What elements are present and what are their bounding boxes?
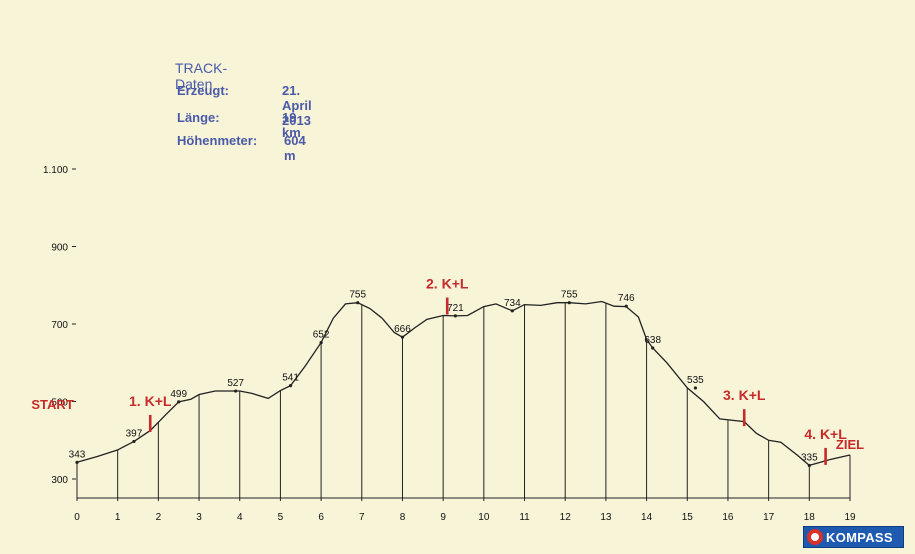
elevation-point-label: 335 <box>801 452 818 463</box>
x-tick-label: 3 <box>196 512 202 523</box>
checkpoint-marker <box>148 414 152 432</box>
elevation-point-label: 535 <box>687 375 704 386</box>
x-tick-label: 1 <box>115 512 121 523</box>
info-label-created: Erzeugt: <box>177 83 229 98</box>
elevation-point <box>132 439 136 444</box>
logo-text: KOMPASS <box>826 529 893 545</box>
elevation-point-label: 721 <box>447 303 464 314</box>
elevation-point <box>651 346 655 350</box>
checkpoint-label: 2. K+L <box>426 276 469 292</box>
elevation-point-label: 343 <box>69 449 86 460</box>
checkpoint-marker <box>742 409 746 427</box>
x-tick-label: 6 <box>318 512 324 523</box>
elevation-point <box>453 314 457 318</box>
y-tick-label: 1.100 <box>43 165 68 176</box>
x-tick-label: 5 <box>278 512 284 523</box>
x-tick-label: 16 <box>722 512 734 523</box>
kompass-logo: KOMPASS <box>803 526 904 548</box>
elevation-line <box>76 300 851 467</box>
x-tick-label: 12 <box>560 512 572 523</box>
x-tick-label: 17 <box>763 512 775 523</box>
route-end-label: ZIEL <box>836 437 864 452</box>
track-info-heading: TRACK-Daten <box>175 60 228 92</box>
x-tick-label: 18 <box>804 512 816 523</box>
elevation-point <box>807 463 811 468</box>
elevation-point-label: 397 <box>126 428 143 439</box>
elevation-point <box>567 301 571 305</box>
checkpoint-label: 3. K+L <box>723 387 766 403</box>
info-label-elevation-gain: Höhenmeter: <box>177 133 258 148</box>
x-tick-label: 15 <box>682 512 694 523</box>
route-end-label: START <box>31 397 73 412</box>
x-tick-label: 2 <box>156 512 162 523</box>
checkpoint-marker <box>445 297 449 315</box>
elevation-point-label: 652 <box>313 330 330 341</box>
y-tick-label: 300 <box>51 475 68 486</box>
elevation-point-label: 755 <box>349 290 366 301</box>
elevation-point <box>693 386 698 390</box>
info-label-length: Länge: <box>177 110 220 125</box>
elevation-point-label: 638 <box>644 335 661 346</box>
x-tick-label: 9 <box>440 512 446 523</box>
info-value-created: 21. April 2013 <box>282 83 312 128</box>
x-tick-label: 8 <box>400 512 406 523</box>
info-value-elevation-gain: 604 m <box>284 133 306 163</box>
info-value-length: 19 km <box>282 110 301 140</box>
x-tick-label: 4 <box>237 512 243 523</box>
elevation-point-label: 746 <box>618 293 635 304</box>
elevation-point-label: 527 <box>227 378 244 389</box>
x-tick-label: 11 <box>519 512 530 523</box>
elevation-point <box>400 335 405 339</box>
y-tick-label: 700 <box>51 320 68 331</box>
elevation-point <box>356 301 360 305</box>
x-tick-label: 10 <box>478 512 490 523</box>
checkpoint-label: 1. K+L <box>129 393 172 409</box>
elevation-point-label: 666 <box>394 324 411 335</box>
compass-icon <box>807 529 823 545</box>
y-tick-label: 900 <box>51 243 68 254</box>
x-tick-label: 14 <box>641 512 653 523</box>
checkpoint-marker <box>824 447 827 465</box>
elevation-point-label: 755 <box>561 290 578 301</box>
x-tick-label: 0 <box>74 512 80 523</box>
elevation-point <box>624 304 628 308</box>
elevation-point-label: 499 <box>170 389 187 400</box>
elevation-point-label: 734 <box>504 298 521 309</box>
x-tick-label: 19 <box>844 512 856 523</box>
elevation-point <box>510 309 514 313</box>
elevation-point <box>319 341 323 345</box>
elevation-point <box>288 384 293 388</box>
elevation-point-label: 541 <box>282 373 299 384</box>
elevation-point <box>234 389 238 393</box>
x-tick-label: 13 <box>600 512 612 523</box>
elevation-point <box>75 460 79 464</box>
x-tick-label: 7 <box>359 512 365 523</box>
y-tick-label: 500 <box>51 398 68 409</box>
elevation-point <box>177 400 181 404</box>
checkpoint-label: 4. K+L <box>804 426 847 442</box>
